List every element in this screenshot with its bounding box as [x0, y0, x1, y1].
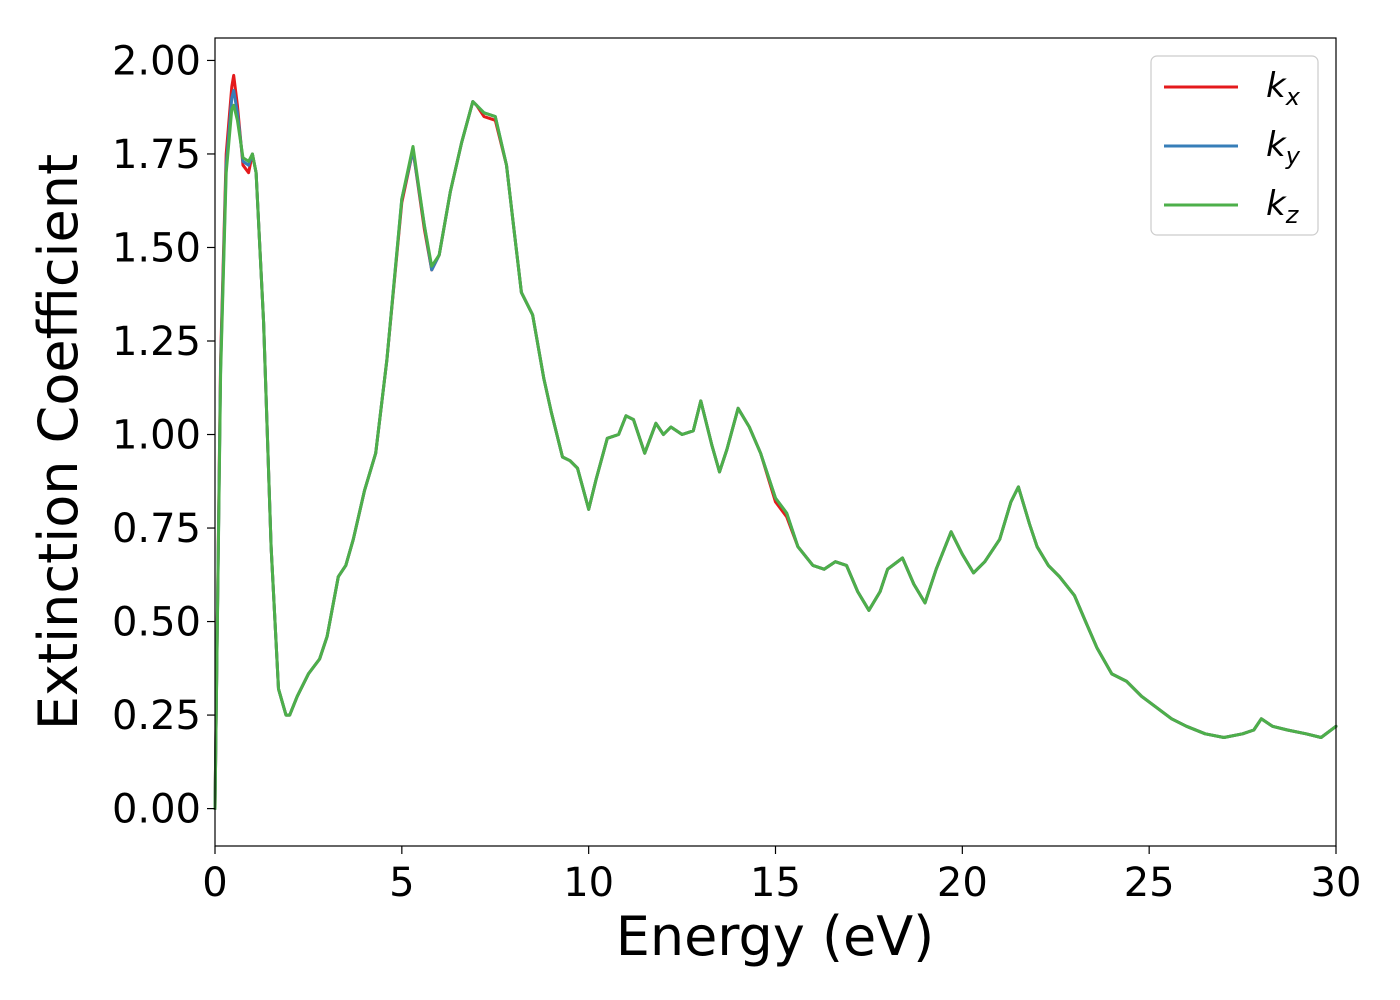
series-group: [213, 73, 1338, 811]
y-tick-label: 0.00: [112, 787, 201, 833]
x-tick-label: 10: [563, 860, 614, 906]
x-tick-label: 15: [750, 860, 801, 906]
x-axis-label: Energy (eV): [616, 905, 935, 968]
x-axis: 0 5 10 15 20 25 30: [202, 846, 1361, 906]
x-tick-label: 20: [937, 860, 988, 906]
legend-label-kz: kz: [1266, 184, 1300, 229]
y-tick-label: 0.75: [112, 506, 201, 552]
x-tick-label: 5: [389, 860, 414, 906]
y-tick-label: 0.50: [112, 600, 201, 646]
legend-label-ky: ky: [1266, 125, 1301, 170]
y-tick-label: 1.50: [112, 225, 201, 271]
x-tick-label: 25: [1124, 860, 1175, 906]
y-axis: 0.00 0.25 0.50 0.75 1.00 1.25 1.50 1.75 2.00: [112, 38, 215, 833]
series-line-kz: [213, 100, 1338, 811]
y-tick-label: 0.25: [112, 693, 201, 739]
y-axis-label: Extinction Coefficient: [27, 154, 90, 730]
plot-area: [215, 38, 1336, 846]
x-tick-label: 30: [1311, 860, 1362, 906]
y-tick-label: 1.75: [112, 132, 201, 178]
y-tick-label: 2.00: [112, 38, 201, 84]
y-tick-label: 1.00: [112, 413, 201, 459]
y-tick-label: 1.25: [112, 319, 201, 365]
legend: kx ky kz: [1150, 55, 1319, 236]
legend-label-kx: kx: [1266, 66, 1301, 111]
x-tick-label: 0: [202, 860, 227, 906]
